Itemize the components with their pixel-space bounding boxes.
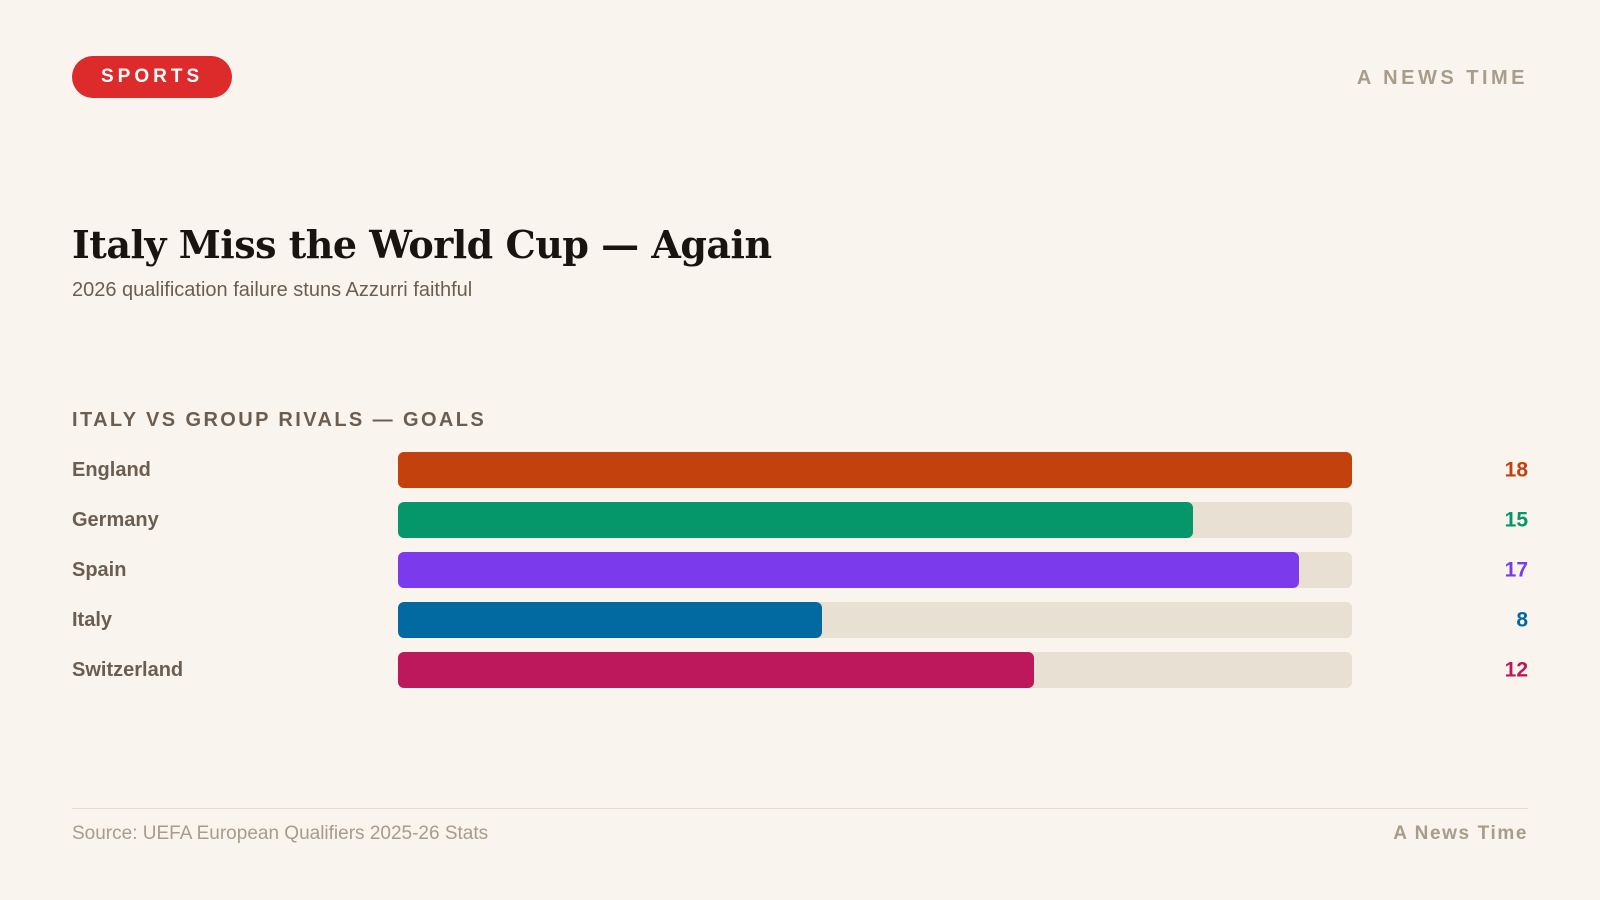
bar-row: Germany 15: [72, 502, 1528, 538]
value-label: 17: [1505, 559, 1528, 582]
value-label: 12: [1505, 659, 1528, 682]
bar: [398, 652, 1034, 688]
bar-row: Spain 17: [72, 552, 1528, 588]
bar-row: Switzerland 12: [72, 652, 1528, 688]
footer-divider: [72, 808, 1528, 809]
chart-title: ITALY VS GROUP RIVALS — GOALS: [72, 409, 487, 431]
category-label: Switzerland: [72, 659, 183, 681]
footer-brand: A News Time: [1393, 823, 1528, 844]
category-label: Germany: [72, 509, 160, 531]
bar: [398, 502, 1193, 538]
value-label: 15: [1505, 509, 1529, 532]
category-label: Spain: [72, 559, 126, 581]
value-label: 18: [1505, 459, 1529, 482]
category-label: Italy: [72, 609, 113, 631]
source-note: Source: UEFA European Qualifiers 2025-26…: [72, 823, 489, 844]
bar: [398, 552, 1299, 588]
category-label: England: [72, 459, 151, 481]
value-label: 8: [1516, 609, 1528, 632]
headline: Italy Miss the World Cup — Again: [72, 222, 772, 267]
bar: [398, 452, 1352, 488]
brand-logo: A NEWS TIME: [1356, 67, 1528, 89]
bar-row: Italy 8: [72, 602, 1528, 638]
subtitle: 2026 qualification failure stuns Azzurri…: [72, 279, 473, 301]
bar: [398, 602, 822, 638]
section-badge: SPORTS: [72, 56, 233, 98]
bar-row: England 18: [72, 452, 1528, 488]
